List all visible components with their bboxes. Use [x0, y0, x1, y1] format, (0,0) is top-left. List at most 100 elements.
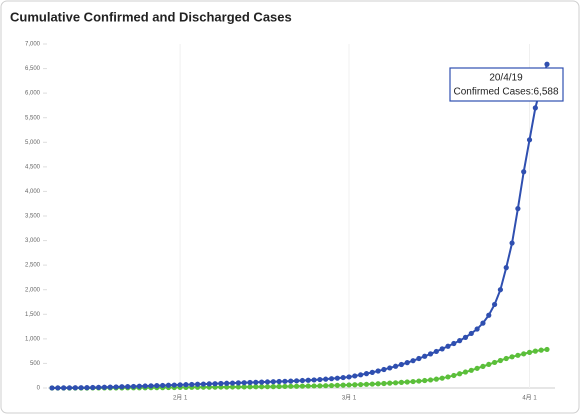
- point: [224, 384, 230, 390]
- point: [416, 378, 422, 384]
- point: [206, 381, 212, 387]
- point: [474, 365, 480, 371]
- point: [451, 372, 457, 379]
- point: [183, 382, 189, 388]
- point: [457, 371, 463, 377]
- point: [381, 366, 387, 373]
- point: [346, 382, 352, 388]
- point: [375, 381, 381, 387]
- point: [340, 374, 346, 381]
- x-tick-label: 4月 1: [522, 395, 537, 402]
- point: [526, 137, 533, 143]
- point: [480, 320, 486, 326]
- point: [323, 383, 329, 389]
- point: [61, 385, 67, 391]
- point: [416, 355, 422, 362]
- point: [270, 384, 276, 390]
- point: [276, 383, 282, 390]
- point: [491, 359, 498, 366]
- point: [526, 349, 533, 355]
- point: [340, 382, 346, 388]
- x-tick-label: 2月 1: [173, 395, 188, 402]
- point: [282, 383, 288, 390]
- point: [521, 169, 527, 175]
- point: [311, 383, 317, 389]
- point: [352, 382, 358, 388]
- point: [148, 383, 154, 389]
- point: [84, 385, 90, 391]
- point: [142, 383, 148, 389]
- point: [323, 376, 329, 382]
- point: [101, 384, 108, 390]
- y-tick-label: 2,500: [25, 263, 41, 269]
- point: [480, 363, 486, 369]
- point: [189, 381, 195, 388]
- point: [427, 351, 434, 357]
- point: [264, 384, 271, 390]
- point: [55, 385, 61, 391]
- point: [521, 351, 527, 357]
- point: [229, 380, 236, 386]
- point: [509, 354, 515, 360]
- point: [317, 383, 323, 389]
- point: [90, 384, 96, 391]
- point: [235, 380, 241, 386]
- y-tick-label: 4,500: [25, 164, 41, 170]
- point: [433, 376, 439, 382]
- y-tick-label: 5,000: [25, 140, 41, 146]
- point: [270, 379, 276, 385]
- point: [66, 385, 73, 391]
- point: [451, 340, 457, 347]
- point: [282, 378, 288, 384]
- point: [387, 365, 393, 371]
- point: [177, 382, 183, 388]
- point: [299, 377, 306, 384]
- point: [468, 330, 474, 337]
- tooltip-label: Confirmed Cases:6,588: [453, 87, 558, 98]
- point: [491, 301, 498, 308]
- point: [387, 380, 393, 386]
- point: [171, 382, 177, 388]
- point: [422, 353, 428, 359]
- y-tick-label: 3,500: [25, 214, 41, 220]
- point: [305, 377, 311, 383]
- point: [497, 357, 504, 364]
- point: [288, 383, 294, 389]
- point: [334, 375, 340, 381]
- point: [72, 385, 78, 391]
- point: [392, 380, 399, 386]
- y-tick-label: 1,500: [25, 312, 41, 318]
- point: [532, 348, 538, 354]
- point: [439, 346, 445, 352]
- y-tick-label: 2,000: [25, 287, 41, 293]
- point: [293, 378, 300, 384]
- point: [264, 379, 271, 385]
- point: [486, 361, 492, 368]
- point: [218, 380, 224, 387]
- point: [241, 384, 247, 390]
- y-tick-label: 6,000: [25, 91, 41, 97]
- point: [317, 376, 323, 383]
- y-tick-label: 1,000: [25, 336, 41, 342]
- point: [253, 379, 259, 385]
- point: [503, 355, 509, 362]
- point: [288, 378, 294, 384]
- point: [427, 377, 434, 383]
- point: [515, 206, 521, 212]
- y-tick-label: 3,000: [25, 238, 41, 244]
- point: [95, 384, 102, 391]
- point: [346, 374, 352, 380]
- point: [462, 369, 469, 375]
- point: [49, 385, 55, 391]
- point: [486, 312, 492, 318]
- point: [445, 343, 451, 349]
- y-tick-label: 6,500: [25, 66, 41, 72]
- point: [363, 381, 370, 387]
- point: [515, 352, 521, 358]
- point: [78, 385, 84, 391]
- chart-title: Cumulative Confirmed and Discharged Case…: [10, 9, 292, 24]
- point: [422, 377, 428, 384]
- point: [247, 379, 253, 386]
